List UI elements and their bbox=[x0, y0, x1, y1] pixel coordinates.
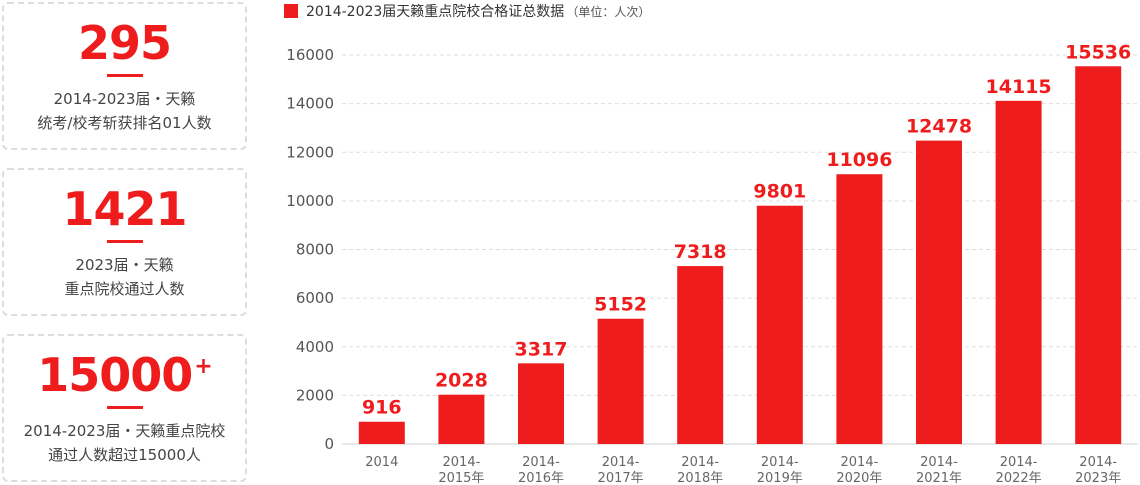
x-tick-label: 2017年 bbox=[598, 471, 644, 485]
data-label: 2028 bbox=[435, 370, 488, 392]
x-tick-label: 2023年 bbox=[1075, 471, 1121, 485]
data-label: 9801 bbox=[753, 181, 806, 203]
chart-legend: 2014-2023届天籁重点院校合格证总数据 （单位：人次） bbox=[284, 2, 650, 20]
x-tick-label: 2022年 bbox=[996, 471, 1042, 485]
y-tick-label: 6000 bbox=[296, 289, 334, 307]
x-tick-label: 2014- bbox=[443, 455, 481, 470]
stat-card-2023-pass: 1421 2023届・天籁 重点院校通过人数 bbox=[2, 168, 247, 316]
x-tick-label: 2014- bbox=[522, 455, 560, 470]
stat-value: 15000+ bbox=[37, 348, 213, 402]
stat-desc-line: 通过人数超过15000人 bbox=[48, 446, 201, 464]
stat-desc-line: 2014-2023届・天籁重点院校 bbox=[23, 422, 226, 440]
stat-desc-line: 统考/校考斩获排名01人数 bbox=[37, 114, 212, 132]
data-label: 916 bbox=[362, 397, 402, 419]
bar bbox=[756, 205, 803, 444]
x-tick-label: 2020年 bbox=[836, 471, 882, 485]
stat-card-rank-first: 295 2014-2023届・天籁 统考/校考斩获排名01人数 bbox=[2, 2, 247, 150]
chart-title: 2014-2023届天籁重点院校合格证总数据 bbox=[306, 4, 565, 20]
x-tick-label: 2015年 bbox=[438, 471, 484, 485]
bar bbox=[358, 421, 405, 444]
x-tick-label: 2014- bbox=[1079, 455, 1117, 470]
bar bbox=[916, 140, 962, 444]
stat-desc-line: 2023届・天籁 bbox=[75, 256, 174, 274]
data-label: 15536 bbox=[1065, 41, 1131, 63]
x-tick-label: 2021年 bbox=[916, 471, 962, 485]
x-tick-label: 2014- bbox=[1000, 455, 1038, 470]
data-label: 14115 bbox=[986, 76, 1052, 98]
stat-description: 2014-2023届・天籁 统考/校考斩获排名01人数 bbox=[4, 87, 245, 135]
stat-value: 1421 bbox=[62, 182, 187, 236]
x-tick-label: 2016年 bbox=[518, 471, 564, 485]
y-tick-label: 4000 bbox=[296, 338, 334, 356]
stat-plus-sign: + bbox=[194, 353, 212, 379]
y-tick-label: 0 bbox=[324, 435, 334, 453]
stat-divider bbox=[106, 406, 143, 409]
y-tick-label: 8000 bbox=[296, 241, 334, 259]
y-tick-label: 14000 bbox=[286, 95, 334, 113]
bar bbox=[438, 394, 485, 444]
x-tick-label: 2019年 bbox=[757, 471, 803, 485]
bar bbox=[1075, 66, 1122, 444]
x-tick-label: 2014- bbox=[841, 455, 879, 470]
data-label: 5152 bbox=[594, 294, 647, 316]
legend-swatch bbox=[284, 4, 298, 18]
y-tick-label: 12000 bbox=[286, 143, 334, 161]
data-label: 12478 bbox=[906, 116, 972, 138]
bar bbox=[518, 363, 564, 444]
stat-value: 295 bbox=[77, 16, 172, 70]
data-label: 11096 bbox=[826, 149, 892, 171]
x-tick-label: 2014- bbox=[920, 455, 958, 470]
stat-desc-line: 重点院校通过人数 bbox=[64, 280, 185, 298]
x-tick-label: 2014- bbox=[681, 455, 719, 470]
x-tick-label: 2014 bbox=[365, 455, 398, 470]
data-label: 3317 bbox=[515, 338, 568, 360]
stat-description: 2023届・天籁 重点院校通过人数 bbox=[4, 253, 245, 301]
y-tick-label: 2000 bbox=[296, 386, 334, 404]
bar bbox=[597, 318, 644, 444]
stat-card-total-pass: 15000+ 2014-2023届・天籁重点院校 通过人数超过15000人 bbox=[2, 334, 247, 482]
x-tick-label: 2014- bbox=[602, 455, 640, 470]
bar bbox=[995, 100, 1042, 444]
chart-unit: （单位：人次） bbox=[566, 4, 651, 19]
stat-description: 2014-2023届・天籁重点院校 通过人数超过15000人 bbox=[4, 419, 245, 467]
stat-divider bbox=[106, 240, 143, 243]
data-label: 7318 bbox=[674, 241, 727, 263]
stat-divider bbox=[106, 74, 143, 77]
stat-desc-line: 2014-2023届・天籁 bbox=[53, 90, 196, 108]
y-tick-label: 10000 bbox=[286, 192, 334, 210]
x-tick-label: 2014- bbox=[761, 455, 799, 470]
y-tick-label: 16000 bbox=[286, 46, 334, 64]
bar bbox=[677, 266, 724, 444]
x-tick-label: 2018年 bbox=[677, 471, 723, 485]
bar bbox=[836, 174, 883, 444]
